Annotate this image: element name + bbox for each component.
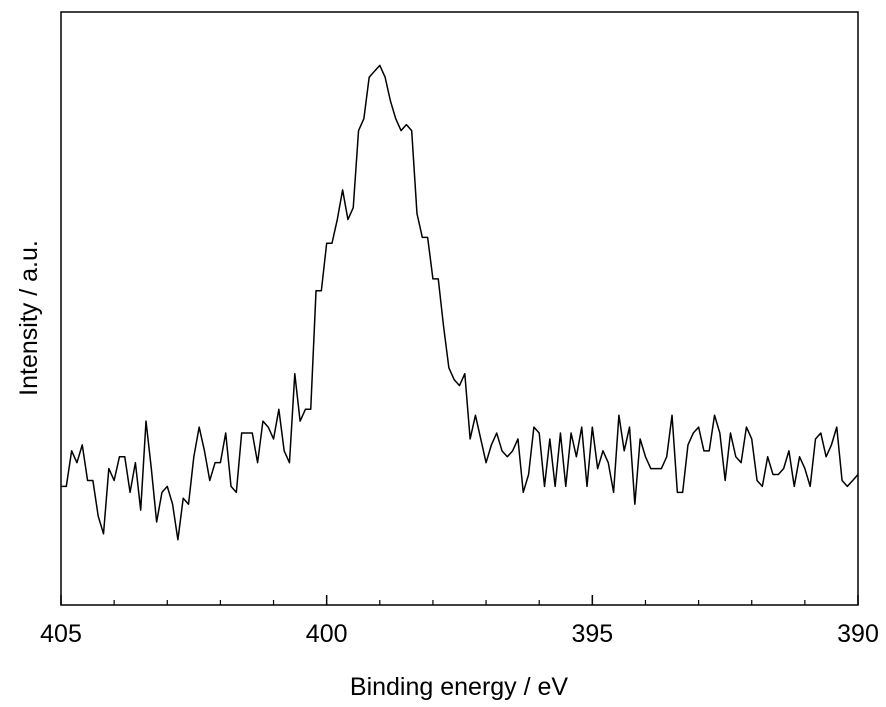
x-axis-title: Binding energy / eV [350,673,569,701]
x-tick-labels: 405 400 395 390 [40,620,879,648]
x-tick-label: 405 [40,620,82,648]
y-axis-title: Intensity / a.u. [15,240,43,396]
minor-x-ticks [113,600,806,605]
plot-frame [60,11,859,606]
x-tick-label: 400 [306,620,348,648]
major-x-ticks [60,595,859,605]
spectrum-line [61,64,859,541]
x-tick-label: 390 [837,620,879,648]
x-tick-label: 395 [571,620,613,648]
